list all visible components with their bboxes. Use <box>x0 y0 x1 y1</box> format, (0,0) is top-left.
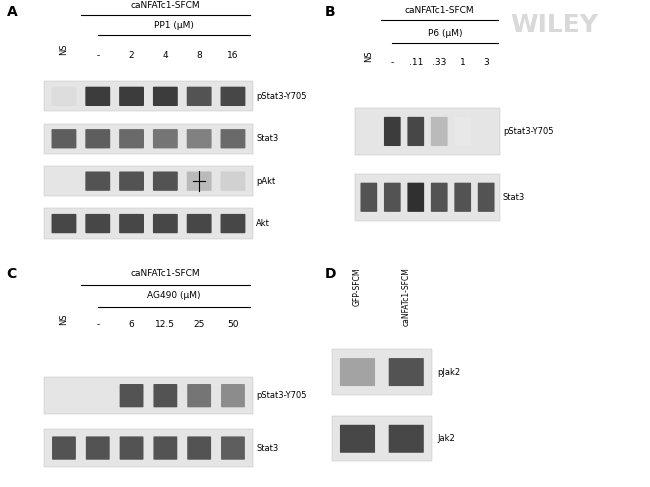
Text: C: C <box>6 267 17 281</box>
Text: 16: 16 <box>227 51 239 59</box>
Text: 4: 4 <box>162 51 168 59</box>
Text: pStat3-Y705: pStat3-Y705 <box>256 391 307 400</box>
FancyBboxPatch shape <box>431 117 448 146</box>
Text: 50: 50 <box>227 320 239 329</box>
FancyBboxPatch shape <box>51 129 77 149</box>
FancyBboxPatch shape <box>454 183 471 212</box>
FancyBboxPatch shape <box>454 117 471 146</box>
FancyBboxPatch shape <box>187 214 212 233</box>
Text: pStat3-Y705: pStat3-Y705 <box>256 92 307 101</box>
FancyBboxPatch shape <box>120 384 144 407</box>
Text: 8: 8 <box>196 51 202 59</box>
FancyBboxPatch shape <box>153 129 178 149</box>
Text: Stat3: Stat3 <box>256 134 278 143</box>
Bar <box>355 108 500 155</box>
FancyBboxPatch shape <box>220 87 246 106</box>
Bar <box>44 208 253 239</box>
FancyBboxPatch shape <box>361 183 377 212</box>
Text: Stat3: Stat3 <box>503 193 525 202</box>
Text: .33: .33 <box>432 58 447 67</box>
Text: pJak2: pJak2 <box>437 368 460 376</box>
Bar <box>332 349 432 395</box>
FancyBboxPatch shape <box>221 436 245 460</box>
Text: Akt: Akt <box>256 219 270 228</box>
FancyBboxPatch shape <box>389 358 424 386</box>
Text: NS: NS <box>365 51 373 62</box>
FancyBboxPatch shape <box>220 171 246 191</box>
FancyBboxPatch shape <box>119 87 144 106</box>
Text: B: B <box>325 5 335 19</box>
FancyBboxPatch shape <box>220 129 246 149</box>
Text: 12.5: 12.5 <box>155 320 176 329</box>
Text: Jak2: Jak2 <box>437 434 455 443</box>
Bar <box>44 377 253 414</box>
FancyBboxPatch shape <box>85 171 111 191</box>
Bar <box>332 416 432 462</box>
Text: 6: 6 <box>129 320 135 329</box>
Text: NS: NS <box>59 43 68 55</box>
FancyBboxPatch shape <box>478 183 495 212</box>
FancyBboxPatch shape <box>119 171 144 191</box>
FancyBboxPatch shape <box>85 214 111 233</box>
Text: 3: 3 <box>484 58 489 67</box>
Text: caNFATc1-SFCM: caNFATc1-SFCM <box>131 269 200 278</box>
FancyBboxPatch shape <box>153 171 178 191</box>
Bar <box>44 81 253 112</box>
FancyBboxPatch shape <box>408 183 424 212</box>
Text: -: - <box>391 58 394 67</box>
FancyBboxPatch shape <box>431 183 448 212</box>
FancyBboxPatch shape <box>187 87 212 106</box>
Text: caNFATc1-SFCM: caNFATc1-SFCM <box>402 267 411 326</box>
FancyBboxPatch shape <box>51 214 77 233</box>
FancyBboxPatch shape <box>51 87 77 106</box>
Bar <box>44 166 253 196</box>
Text: caNFATc1-SFCM: caNFATc1-SFCM <box>131 1 200 10</box>
Text: pAkt: pAkt <box>256 177 276 186</box>
Text: PP1 (μM): PP1 (μM) <box>154 21 194 30</box>
Text: P6 (μM): P6 (μM) <box>428 29 462 38</box>
Text: GFP-SFCM: GFP-SFCM <box>353 267 362 306</box>
FancyBboxPatch shape <box>153 214 178 233</box>
FancyBboxPatch shape <box>408 117 424 146</box>
FancyBboxPatch shape <box>340 358 375 386</box>
FancyBboxPatch shape <box>153 436 177 460</box>
FancyBboxPatch shape <box>221 384 245 407</box>
Text: AG490 (μM): AG490 (μM) <box>147 291 201 300</box>
FancyBboxPatch shape <box>384 183 400 212</box>
Text: WILEY: WILEY <box>510 13 598 37</box>
Text: caNFATc1-SFCM: caNFATc1-SFCM <box>404 6 474 15</box>
FancyBboxPatch shape <box>384 117 400 146</box>
Text: .11: .11 <box>409 58 423 67</box>
Text: -: - <box>96 51 99 59</box>
Text: 2: 2 <box>129 51 135 59</box>
Text: 25: 25 <box>194 320 205 329</box>
FancyBboxPatch shape <box>340 425 375 453</box>
Text: -: - <box>96 320 99 329</box>
FancyBboxPatch shape <box>119 129 144 149</box>
Text: 1: 1 <box>460 58 465 67</box>
FancyBboxPatch shape <box>153 384 177 407</box>
Text: pStat3-Y705: pStat3-Y705 <box>503 127 553 136</box>
Bar <box>355 174 500 221</box>
FancyBboxPatch shape <box>187 171 212 191</box>
FancyBboxPatch shape <box>86 436 110 460</box>
FancyBboxPatch shape <box>187 384 211 407</box>
FancyBboxPatch shape <box>187 436 211 460</box>
FancyBboxPatch shape <box>187 129 212 149</box>
FancyBboxPatch shape <box>389 425 424 453</box>
FancyBboxPatch shape <box>85 129 111 149</box>
Bar <box>44 430 253 467</box>
FancyBboxPatch shape <box>85 87 111 106</box>
FancyBboxPatch shape <box>119 214 144 233</box>
Text: NS: NS <box>59 314 68 325</box>
FancyBboxPatch shape <box>153 87 178 106</box>
FancyBboxPatch shape <box>120 436 144 460</box>
Text: D: D <box>325 267 337 281</box>
FancyBboxPatch shape <box>220 214 246 233</box>
FancyBboxPatch shape <box>52 436 76 460</box>
Text: Stat3: Stat3 <box>256 444 278 452</box>
Bar <box>44 124 253 154</box>
Text: A: A <box>6 5 18 19</box>
